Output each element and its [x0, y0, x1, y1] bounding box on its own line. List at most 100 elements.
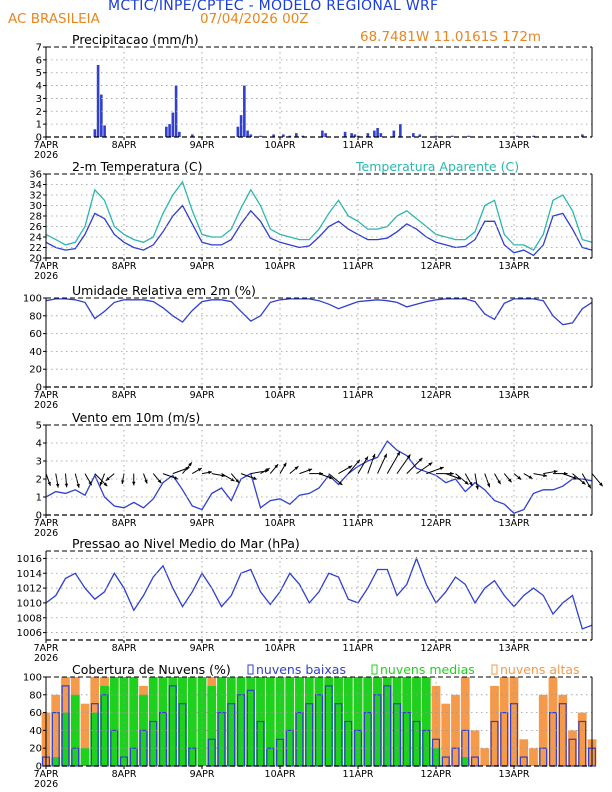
precip-bar [451, 135, 454, 137]
cloud-bar-altas [480, 748, 490, 766]
wind-arrow-head [418, 457, 423, 462]
x-tick-label: 13APR [499, 643, 530, 654]
cloud-bar-medias [334, 677, 343, 766]
y-tick-label: 1012 [17, 584, 42, 595]
precip-bar [93, 129, 97, 137]
cloud-bar-medias [187, 677, 197, 766]
panel-title: 2-m Temperatura (C) [72, 159, 203, 174]
panel-title: Pressao ao Nivel Medio do Mar (hPa) [72, 536, 300, 551]
series-line-temp [45, 204, 593, 257]
x-tick-label: 7APR [34, 643, 59, 654]
x-tick-label: 13APR [499, 390, 530, 401]
cloud-bar-baixas [129, 747, 138, 767]
cloud-bar-medias [70, 694, 80, 766]
cloud-bar-baixas [383, 685, 392, 767]
wind-arrow-head [76, 483, 80, 488]
cloud-bar-medias [236, 677, 246, 766]
cloud-bar-medias [217, 677, 226, 766]
precip-bar [418, 134, 422, 137]
legend-box [247, 664, 254, 675]
x-year-label: 2026 [34, 271, 58, 282]
precip-bar [282, 134, 285, 137]
cloud-bar-medias [90, 712, 100, 766]
x-tick-label: 9APR [190, 643, 215, 654]
precip-bar [100, 94, 103, 137]
cloud-bar-medias [324, 677, 334, 766]
series-line-temp-aparente [45, 180, 593, 251]
wind-arrow [377, 453, 388, 474]
legend-box [491, 664, 498, 675]
x-tick-label: 12APR [421, 643, 452, 654]
panel-title: Umidade Relativa em 2m (%) [72, 283, 256, 298]
y-tick-label: 2 [36, 107, 42, 118]
x-year-label: 2026 [34, 400, 58, 411]
x-year-label: 2026 [34, 150, 58, 161]
x-tick-label: 9APR [190, 518, 215, 529]
precip-bar [321, 130, 324, 137]
wind-arrow-head [144, 479, 148, 484]
y-tick-label: 26 [29, 222, 42, 233]
y-tick-label: 5 [36, 68, 42, 79]
wind-arrow-head [64, 483, 69, 488]
cloud-bar-altas [460, 677, 470, 766]
cloud-bar-medias [363, 677, 373, 766]
x-tick-label: 11APR [343, 390, 374, 401]
series-line-rh [45, 298, 593, 326]
y-tick-label: 1010 [17, 598, 42, 609]
precip-bar [399, 124, 402, 137]
wind-arrow-head [439, 466, 444, 471]
header-title: MCTIC/INPE/CPTEC - MODELO REGIONAL WRF [108, 0, 439, 14]
y-tick-label: 0 [36, 383, 42, 394]
legend-box [371, 664, 378, 675]
wind-arrow-head [581, 480, 586, 485]
y-tick-label: 1008 [17, 613, 42, 624]
y-tick-label: 100 [23, 673, 42, 684]
header-coords: 68.7481W 11.0161S 172m [360, 29, 542, 45]
x-tick-label: 9APR [190, 140, 215, 151]
panel-clouds: 0 20 40 60 80 100 7APR 8APR 9APR 10APR 11APR 12APR 1… [23, 662, 597, 790]
x-tick-label: 12APR [421, 140, 452, 151]
wind-arrow-head [543, 473, 548, 478]
precip-bar [171, 112, 175, 137]
wind-arrow-head [348, 465, 353, 469]
wind-arrow-head [274, 464, 279, 469]
y-tick-label: 6 [36, 55, 42, 66]
wind-arrow-head [517, 476, 522, 480]
x-tick-label: 13APR [499, 140, 530, 151]
panel-precip: 0 1 2 3 4 5 67 7APR 8APR 9APR 10APR 11APR 12APR 13APR… [34, 32, 593, 161]
cloud-bar-medias [285, 677, 295, 766]
x-tick-label: 8APR [112, 261, 137, 272]
wind-arrow-head [372, 453, 376, 458]
cloud-bar-altas [499, 677, 509, 766]
y-tick-label: 20 [29, 254, 42, 265]
x-tick-label: 11APR [343, 643, 374, 654]
y-tick-label: 60 [29, 708, 42, 719]
y-tick-label: 32 [29, 191, 42, 202]
panel-title: Vento em 10m (m/s) [72, 410, 200, 425]
y-tick-label: 1 [36, 120, 42, 131]
wind-arrow-head [208, 470, 212, 475]
wind-arrow-head [469, 481, 473, 486]
wind-arrow-head [283, 462, 287, 467]
x-tick-label: 12APR [421, 769, 452, 780]
y-tick-label: 36 [29, 170, 42, 181]
precip-bar [239, 115, 243, 137]
y-tick-label: 3 [36, 94, 42, 105]
cloud-bar-altas [80, 703, 90, 766]
cloud-bar-baixas [344, 720, 353, 767]
cloud-bar-altas [451, 694, 460, 766]
x-tick-label: 7APR [34, 261, 59, 272]
cloud-bar-medias [80, 748, 90, 766]
panel-title: Precipitacao (mm/h) [72, 32, 199, 47]
header-location: AC BRASILEIA [8, 11, 100, 27]
y-tick-label: 28 [29, 212, 42, 223]
cloud-bar-baixas [295, 711, 304, 767]
cloud-bar-medias [382, 677, 392, 766]
precip-bar [191, 134, 194, 137]
y-tick-label: 1014 [17, 569, 42, 580]
precip-bar [392, 130, 396, 137]
cloud-bar-medias [109, 677, 119, 766]
y-tick-label: 0 [36, 133, 42, 144]
